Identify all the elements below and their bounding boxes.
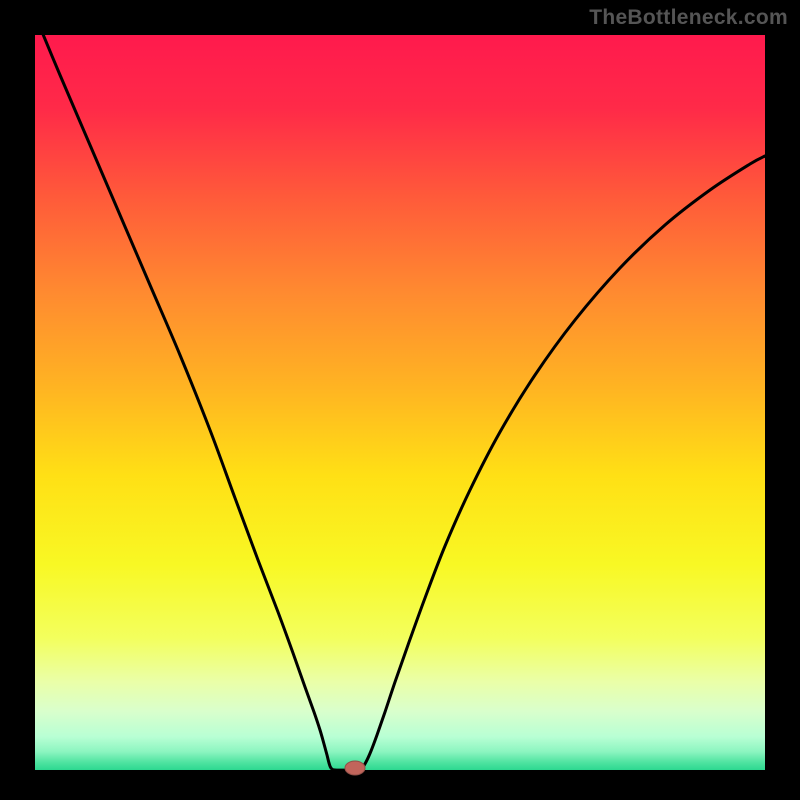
chart-svg bbox=[0, 0, 800, 800]
optimum-marker bbox=[345, 761, 365, 775]
chart-container: TheBottleneck.com bbox=[0, 0, 800, 800]
plot-background bbox=[35, 35, 765, 770]
watermark-text: TheBottleneck.com bbox=[589, 6, 788, 30]
